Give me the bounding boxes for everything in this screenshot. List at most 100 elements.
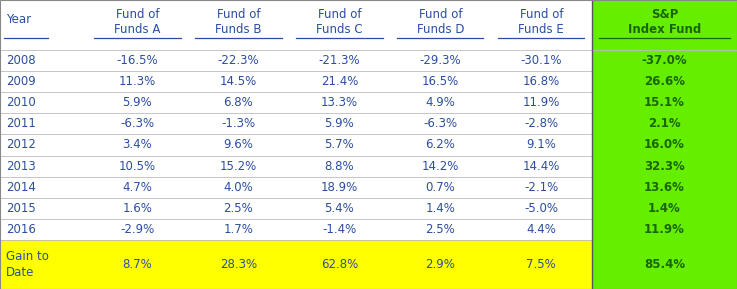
Text: -2.9%: -2.9% — [120, 223, 155, 236]
Bar — [188, 177, 289, 198]
Text: -2.8%: -2.8% — [524, 117, 559, 130]
Text: 11.9%: 11.9% — [644, 223, 685, 236]
Bar — [0, 50, 87, 71]
Text: 1.4%: 1.4% — [425, 202, 455, 215]
Bar — [0, 71, 87, 92]
Text: 14.4%: 14.4% — [523, 160, 560, 173]
Text: 18.9%: 18.9% — [321, 181, 358, 194]
Text: 2010: 2010 — [6, 96, 35, 109]
Text: 32.3%: 32.3% — [644, 160, 685, 173]
Text: 2012: 2012 — [6, 138, 36, 151]
Text: 2.5%: 2.5% — [223, 202, 254, 215]
Text: 2.9%: 2.9% — [425, 258, 455, 271]
Text: Fund of
Funds D: Fund of Funds D — [416, 8, 464, 36]
Text: 0.7%: 0.7% — [425, 181, 455, 194]
Text: 5.7%: 5.7% — [324, 138, 354, 151]
Bar — [0, 134, 87, 155]
Bar — [289, 219, 390, 240]
Text: 2.1%: 2.1% — [648, 117, 681, 130]
Bar — [188, 92, 289, 113]
Bar — [390, 50, 491, 71]
Bar — [0, 219, 87, 240]
Text: 9.6%: 9.6% — [223, 138, 254, 151]
Bar — [0, 92, 87, 113]
Text: -2.1%: -2.1% — [524, 181, 559, 194]
Text: Fund of
Funds C: Fund of Funds C — [316, 8, 363, 36]
Text: Year: Year — [6, 13, 31, 26]
Bar — [87, 219, 188, 240]
Bar — [188, 71, 289, 92]
Bar — [491, 113, 592, 134]
Text: 4.7%: 4.7% — [122, 181, 153, 194]
Bar — [87, 71, 188, 92]
Text: 14.2%: 14.2% — [422, 160, 459, 173]
Text: -22.3%: -22.3% — [217, 54, 259, 67]
Text: 16.5%: 16.5% — [422, 75, 459, 88]
Text: S&P
Index Fund: S&P Index Fund — [628, 8, 701, 36]
Text: 1.6%: 1.6% — [122, 202, 153, 215]
Bar — [0, 155, 87, 177]
Text: 16.0%: 16.0% — [644, 138, 685, 151]
Bar — [87, 134, 188, 155]
Text: 8.7%: 8.7% — [122, 258, 153, 271]
Bar — [87, 155, 188, 177]
Text: -30.1%: -30.1% — [520, 54, 562, 67]
Text: -5.0%: -5.0% — [524, 202, 559, 215]
Text: 5.9%: 5.9% — [324, 117, 354, 130]
Text: 9.1%: 9.1% — [526, 138, 556, 151]
Text: 14.5%: 14.5% — [220, 75, 257, 88]
Text: Gain to
Date: Gain to Date — [6, 251, 49, 279]
Text: 28.3%: 28.3% — [220, 258, 257, 271]
Text: 6.2%: 6.2% — [425, 138, 455, 151]
Bar — [390, 219, 491, 240]
Text: 1.7%: 1.7% — [223, 223, 254, 236]
Bar — [0, 177, 87, 198]
Bar — [0, 113, 87, 134]
Bar — [390, 177, 491, 198]
Text: 13.6%: 13.6% — [644, 181, 685, 194]
Bar — [289, 198, 390, 219]
Bar — [289, 92, 390, 113]
Text: 6.8%: 6.8% — [223, 96, 254, 109]
Bar — [188, 113, 289, 134]
Bar — [289, 177, 390, 198]
Text: 4.4%: 4.4% — [526, 223, 556, 236]
Bar — [491, 50, 592, 71]
Text: 5.4%: 5.4% — [324, 202, 354, 215]
Bar — [390, 92, 491, 113]
Bar — [188, 198, 289, 219]
Bar — [491, 198, 592, 219]
Bar — [87, 92, 188, 113]
Text: -6.3%: -6.3% — [423, 117, 458, 130]
Text: -6.3%: -6.3% — [120, 117, 155, 130]
Bar — [390, 155, 491, 177]
Text: 13.3%: 13.3% — [321, 96, 358, 109]
Text: 3.4%: 3.4% — [122, 138, 153, 151]
Bar — [188, 219, 289, 240]
Text: 2014: 2014 — [6, 181, 36, 194]
Text: -37.0%: -37.0% — [642, 54, 687, 67]
Text: 8.8%: 8.8% — [324, 160, 354, 173]
Text: 62.8%: 62.8% — [321, 258, 358, 271]
Bar — [289, 71, 390, 92]
Text: -21.3%: -21.3% — [318, 54, 360, 67]
Text: Fund of
Funds B: Fund of Funds B — [215, 8, 262, 36]
Text: 15.1%: 15.1% — [644, 96, 685, 109]
Text: 21.4%: 21.4% — [321, 75, 358, 88]
Text: 7.5%: 7.5% — [526, 258, 556, 271]
Text: 4.9%: 4.9% — [425, 96, 455, 109]
Bar — [188, 50, 289, 71]
Bar — [491, 134, 592, 155]
Bar — [87, 113, 188, 134]
Text: -1.3%: -1.3% — [221, 117, 256, 130]
Bar — [289, 113, 390, 134]
Bar — [87, 198, 188, 219]
Text: -1.4%: -1.4% — [322, 223, 357, 236]
Bar — [491, 155, 592, 177]
Bar — [390, 198, 491, 219]
Text: 10.5%: 10.5% — [119, 160, 156, 173]
Text: 2.5%: 2.5% — [425, 223, 455, 236]
Bar — [188, 134, 289, 155]
Bar — [390, 71, 491, 92]
Bar — [289, 50, 390, 71]
